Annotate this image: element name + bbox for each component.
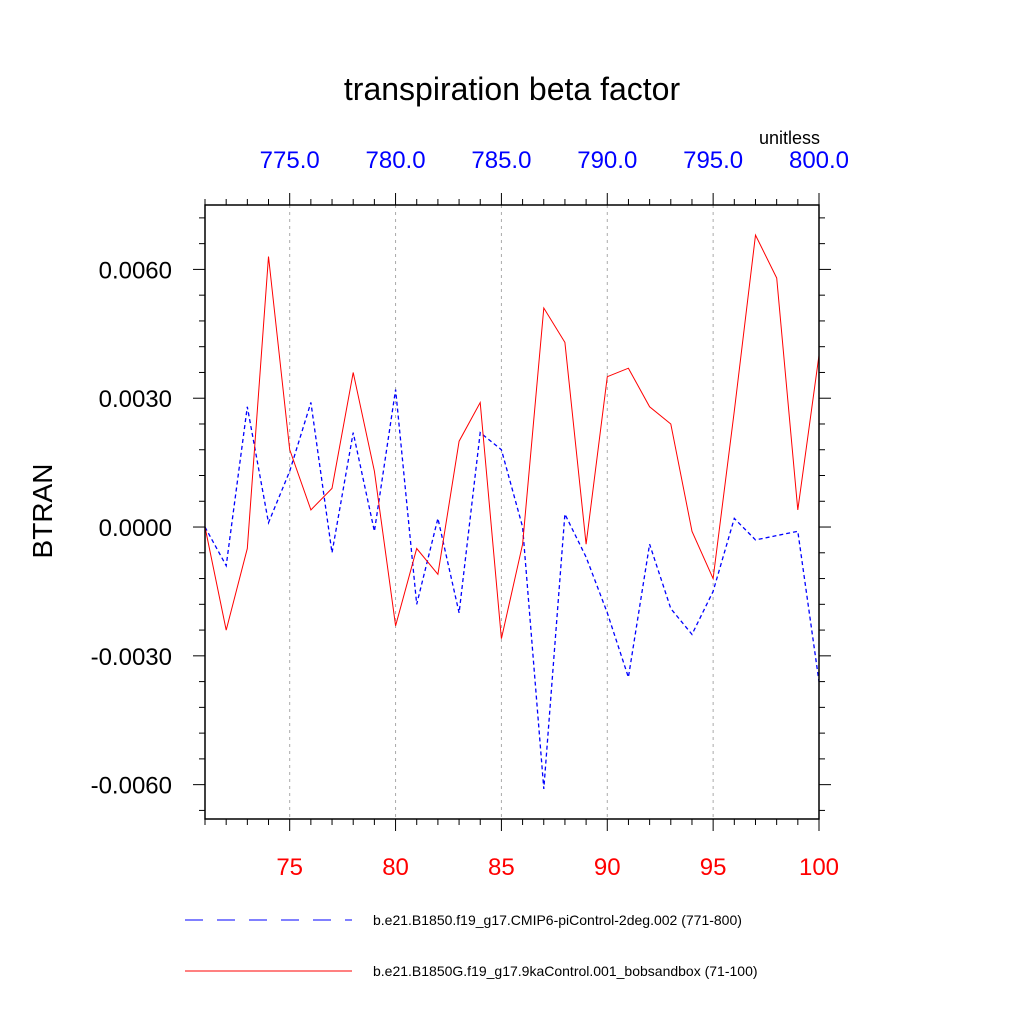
- x-bottom-tick-label: 90: [594, 854, 621, 881]
- legend: b.e21.B1850.f19_g17.CMIP6-piControl-2deg…: [185, 912, 758, 979]
- x-top-tick-label: 785.0: [471, 147, 531, 174]
- y-tick-label: 0.0000: [99, 515, 172, 542]
- legend-label-series-1: b.e21.B1850.f19_g17.CMIP6-piControl-2deg…: [373, 912, 742, 928]
- x-bottom-tick-label: 75: [276, 854, 303, 881]
- x-top-tick-label: 775.0: [260, 147, 320, 174]
- y-tick-label: 0.0030: [99, 386, 172, 413]
- x-bottom-tick-label: 85: [488, 854, 515, 881]
- y-tick-label: -0.0030: [91, 644, 172, 671]
- chart-title: transpiration beta factor: [344, 71, 681, 107]
- y-tick-labels: -0.0060 -0.0030 0.0000 0.0030 0.0060: [91, 257, 172, 799]
- x-top-tick-label: 800.0: [789, 147, 849, 174]
- units-label: unitless: [759, 128, 820, 148]
- x-top-tick-labels: 775.0 780.0 785.0 790.0 795.0 800.0: [260, 147, 849, 174]
- plot-frame: [204, 204, 820, 820]
- x-bottom-tick-labels: 75 80 85 90 95 100: [276, 854, 839, 881]
- x-bottom-tick-label: 95: [700, 854, 727, 881]
- y-axis-label: BTRAN: [27, 464, 58, 559]
- series-line-1: [204, 389, 820, 789]
- x-bottom-tick-label: 80: [382, 854, 409, 881]
- series-line-2: [204, 233, 820, 639]
- y-tick-label: -0.0060: [91, 773, 172, 800]
- grid-lines: [289, 205, 714, 819]
- y-tick-label: 0.0060: [99, 257, 172, 284]
- x-top-tick-label: 790.0: [577, 147, 637, 174]
- legend-label-series-2: b.e21.B1850G.f19_g17.9kaControl.001_bobs…: [373, 963, 758, 979]
- x-bottom-tick-label: 100: [799, 854, 839, 881]
- series-lines: [204, 233, 820, 789]
- x-top-tick-label: 795.0: [683, 147, 743, 174]
- x-top-tick-label: 780.0: [366, 147, 426, 174]
- axis-ticks: [193, 193, 831, 831]
